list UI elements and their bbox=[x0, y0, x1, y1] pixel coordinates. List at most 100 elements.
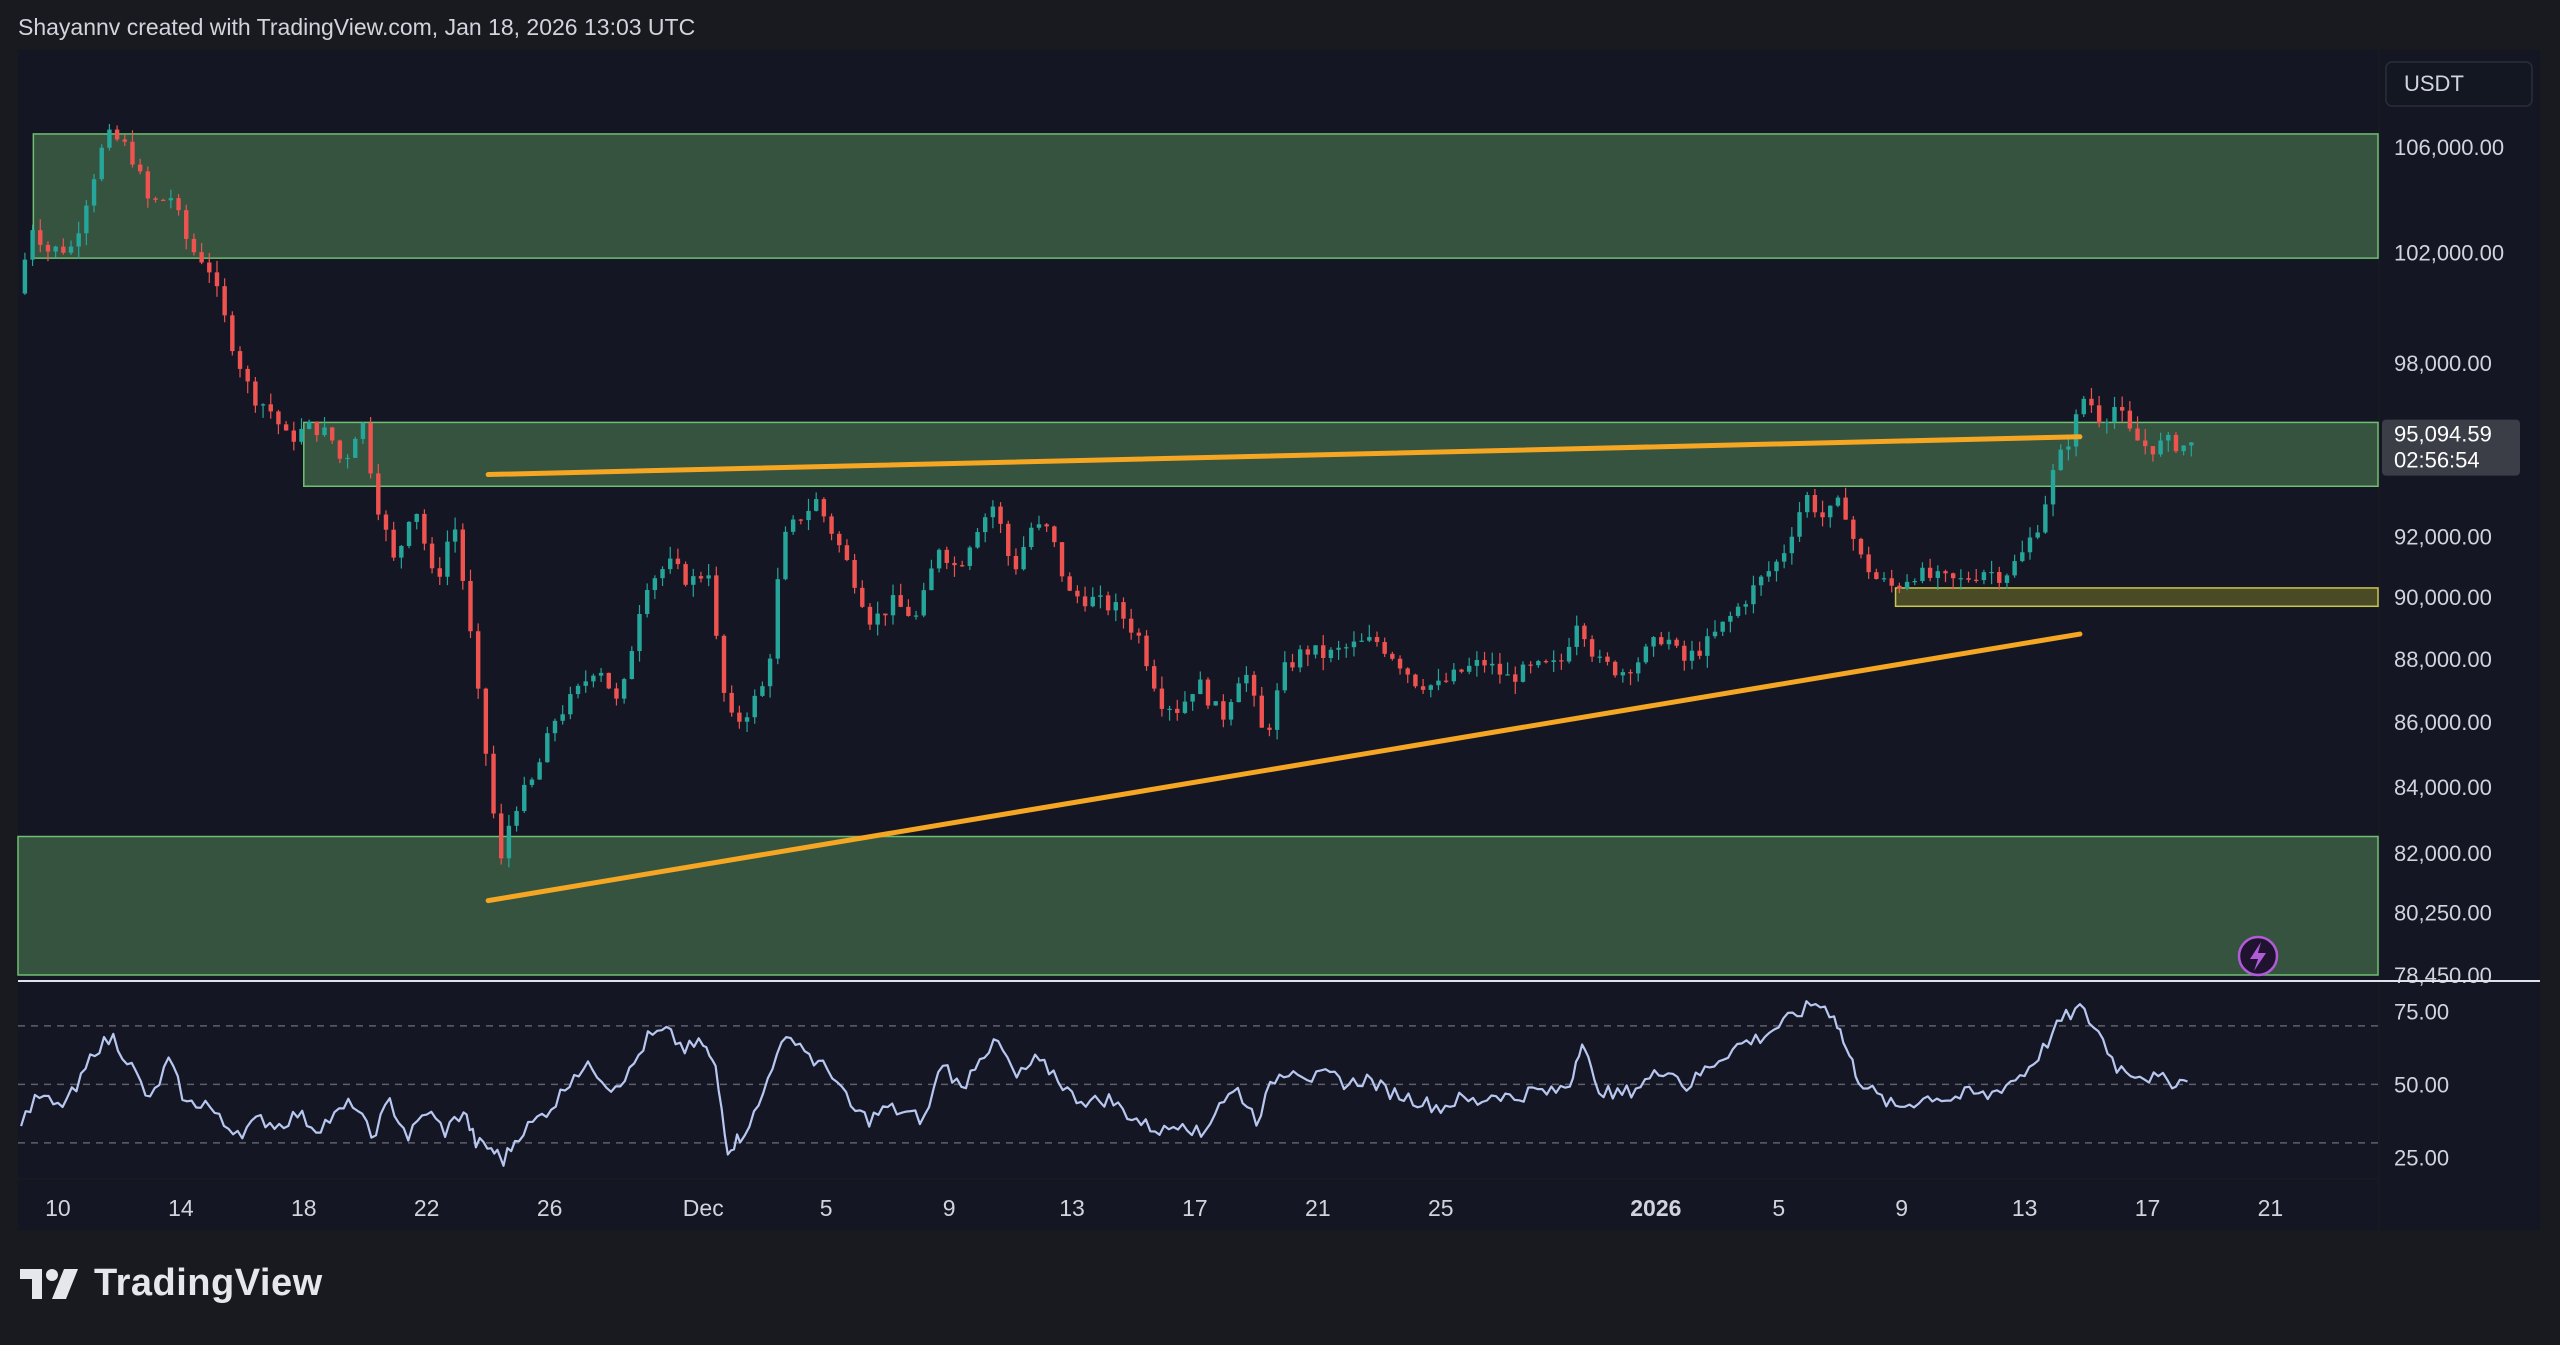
candle-body bbox=[1751, 585, 1756, 605]
price-tick-label: 88,000.00 bbox=[2394, 647, 2492, 672]
candle-body bbox=[721, 635, 727, 693]
candle-body bbox=[1482, 659, 1487, 666]
candle-body bbox=[1344, 647, 1349, 649]
candle-body bbox=[1297, 649, 1303, 668]
candle-body bbox=[2143, 440, 2148, 447]
candle-body bbox=[176, 198, 181, 211]
candle-body bbox=[114, 129, 120, 140]
candle-body bbox=[744, 717, 750, 722]
candle-body bbox=[1321, 645, 1326, 658]
candle-body bbox=[2104, 421, 2110, 423]
candle-body bbox=[1597, 656, 1602, 658]
lightning-bolt-icon[interactable] bbox=[2237, 935, 2279, 977]
time-tick-label: Dec bbox=[683, 1195, 724, 1221]
candle-body bbox=[253, 381, 258, 406]
trendlines-layer bbox=[485, 434, 2083, 904]
candle-countdown: 02:56:54 bbox=[2394, 448, 2480, 473]
candle-body bbox=[475, 631, 481, 689]
candle-body bbox=[798, 519, 804, 521]
candle-body bbox=[2189, 442, 2194, 446]
rsi-tick-label: 25.00 bbox=[2394, 1146, 2449, 1171]
candle-body bbox=[767, 658, 773, 687]
candle-body bbox=[1997, 572, 2002, 583]
candle-body bbox=[1082, 596, 1088, 607]
current-price-value: 95,094.59 bbox=[2394, 422, 2492, 447]
candle-body bbox=[598, 672, 604, 676]
candle-body bbox=[591, 675, 596, 682]
candle-body bbox=[1874, 572, 1879, 580]
candle-body bbox=[698, 576, 704, 579]
tradingview-logo-text: TradingView bbox=[94, 1262, 323, 1304]
candle-body bbox=[1582, 625, 1587, 640]
candle-body bbox=[1259, 695, 1264, 728]
current-price-label: 95,094.59 02:56:54 bbox=[2382, 419, 2520, 476]
rising-support-trendline bbox=[485, 631, 2083, 904]
candle-body bbox=[499, 813, 504, 859]
small-support-zone bbox=[1894, 587, 2379, 608]
candle-body bbox=[1689, 650, 1695, 661]
candle-body bbox=[1943, 571, 1948, 574]
candle-body bbox=[1420, 686, 1426, 690]
candle-body bbox=[237, 351, 243, 369]
candle-body bbox=[2166, 434, 2171, 441]
candle-body bbox=[30, 230, 35, 260]
candle-body bbox=[1006, 523, 1011, 556]
candle-body bbox=[852, 560, 857, 588]
candle-body bbox=[1566, 646, 1572, 662]
candle-body bbox=[230, 315, 235, 352]
time-tick-label: 14 bbox=[168, 1195, 194, 1221]
candle-body bbox=[668, 558, 673, 570]
candle-body bbox=[829, 516, 834, 534]
candle-body bbox=[1036, 524, 1042, 528]
candle-body bbox=[813, 499, 819, 511]
candle-body bbox=[145, 171, 151, 199]
candle-body bbox=[660, 569, 665, 579]
candle-body bbox=[1198, 679, 1203, 695]
candle-body bbox=[399, 545, 404, 558]
candle-body bbox=[1728, 615, 1733, 622]
candle-body bbox=[299, 428, 304, 442]
candle-body bbox=[137, 164, 143, 172]
candle-body bbox=[1920, 567, 1925, 582]
candle-body bbox=[1805, 495, 1810, 513]
time-tick-label: 17 bbox=[1182, 1195, 1208, 1221]
candle-body bbox=[760, 686, 765, 696]
price-axis-ticks: 106,000.00 102,000.00 98,000.00 92,000.00 90… bbox=[2394, 135, 2504, 988]
chart-attribution: Shayannv created with TradingView.com, J… bbox=[18, 14, 696, 40]
candle-body bbox=[1305, 649, 1311, 655]
candle-body bbox=[1205, 679, 1211, 706]
candle-body bbox=[2096, 405, 2102, 423]
candle-body bbox=[2058, 449, 2063, 471]
candle-body bbox=[391, 529, 396, 558]
candle-body bbox=[1436, 680, 1441, 686]
candle-body bbox=[537, 762, 542, 780]
candle-body bbox=[1474, 659, 1480, 666]
candle-body bbox=[168, 198, 174, 201]
candle-body bbox=[1144, 635, 1149, 667]
candle-body bbox=[875, 613, 880, 625]
candle-body bbox=[1236, 683, 1241, 703]
price-tick-label: 82,000.00 bbox=[2394, 841, 2492, 866]
candle-body bbox=[345, 457, 350, 460]
candle-body bbox=[545, 733, 550, 763]
candle-body bbox=[1451, 669, 1457, 682]
time-tick-label: 5 bbox=[820, 1195, 833, 1221]
candle-body bbox=[1136, 632, 1142, 636]
candle-body bbox=[1213, 701, 1218, 706]
upper-trendline bbox=[485, 434, 2083, 478]
candle-body bbox=[1935, 571, 1941, 578]
candle-body bbox=[683, 564, 688, 585]
candle-body bbox=[1605, 656, 1610, 662]
tradingview-logo[interactable]: TradingView bbox=[20, 1262, 323, 1305]
candle-body bbox=[1551, 660, 1556, 663]
candle-body bbox=[1466, 665, 1472, 672]
candle-body bbox=[1098, 595, 1103, 597]
candle-body bbox=[1743, 604, 1748, 607]
candle-body bbox=[2050, 470, 2056, 505]
candle-body bbox=[1052, 526, 1057, 543]
currency-button[interactable]: USDT bbox=[2385, 61, 2533, 107]
rsi-line bbox=[20, 1000, 2188, 1167]
candle-body bbox=[1820, 512, 1825, 518]
candle-body bbox=[1528, 664, 1533, 666]
